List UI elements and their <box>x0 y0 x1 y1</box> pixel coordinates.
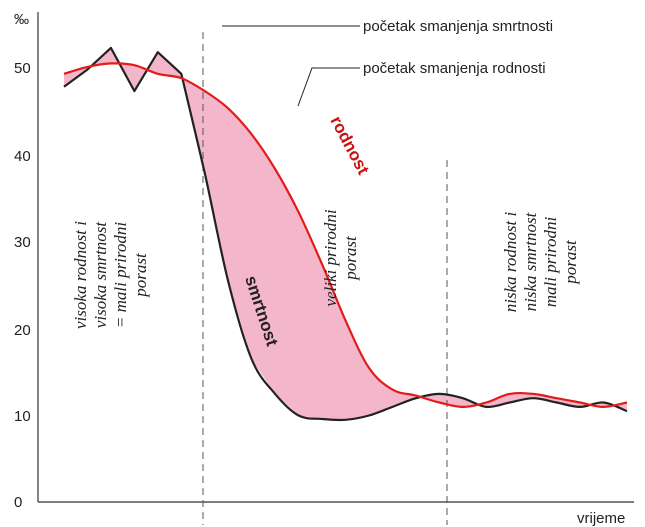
y-tick-label: 50 <box>14 60 31 77</box>
svg-text:veliki prirodni: veliki prirodni <box>321 209 340 306</box>
series-label-rodnost: rodnost <box>326 113 373 178</box>
y-tick-label: 30 <box>14 234 31 251</box>
svg-text:visoka smrtnost: visoka smrtnost <box>91 221 110 329</box>
svg-text:mali prirodni: mali prirodni <box>541 216 560 307</box>
series-line-rodnost <box>63 62 628 408</box>
y-tick-label: 0 <box>14 494 22 511</box>
y-tick-label: 40 <box>14 148 31 165</box>
y-tick-label: 10 <box>14 408 31 425</box>
svg-text:porast: porast <box>341 235 360 281</box>
x-axis-label: vrijeme <box>577 510 625 527</box>
phase-1-text: visoka rodnost i visoka smrtnost = mali … <box>71 221 150 329</box>
svg-text:niska rodnost i: niska rodnost i <box>501 212 520 313</box>
natural-increase-area <box>64 47 627 420</box>
svg-text:porast: porast <box>131 252 150 298</box>
y-tick-label: 20 <box>14 322 31 339</box>
svg-text:niska smrtnost: niska smrtnost <box>521 211 540 311</box>
phase-2-text: veliki prirodni porast <box>321 209 360 306</box>
svg-text:= mali prirodni: = mali prirodni <box>111 222 130 329</box>
phase-3-text: niska rodnost i niska smrtnost mali prir… <box>501 211 580 312</box>
svg-text:visoka rodnost i: visoka rodnost i <box>71 221 90 329</box>
callout-birth-decline: početak smanjenja rodnosti <box>363 60 546 77</box>
y-axis-unit: ‰ <box>14 11 29 28</box>
svg-text:porast: porast <box>561 239 580 285</box>
callout-mortality-decline: početak smanjenja smrtnosti <box>363 18 553 35</box>
callout-leader-birth <box>297 67 360 107</box>
series-line-smrtnost <box>63 46 628 422</box>
